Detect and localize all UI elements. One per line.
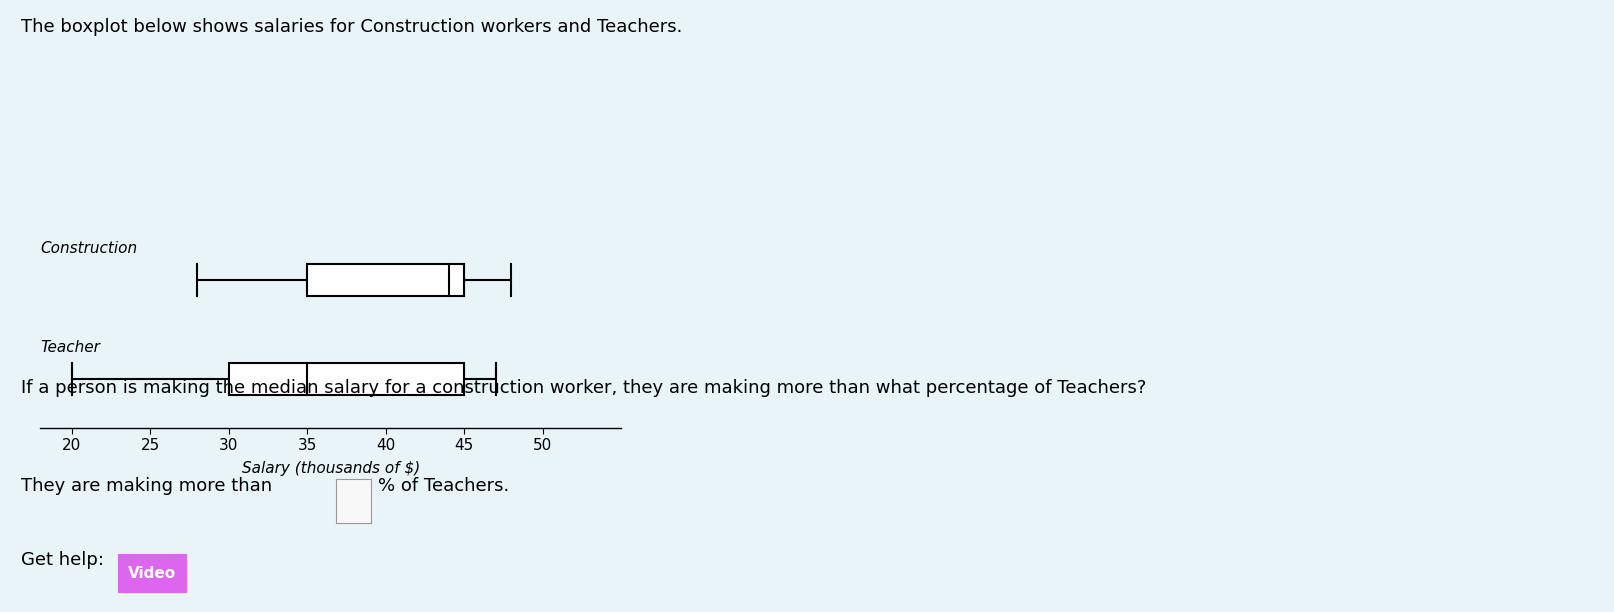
- Text: Get help:: Get help:: [21, 551, 110, 569]
- X-axis label: Salary (thousands of $): Salary (thousands of $): [242, 461, 420, 477]
- Text: % of Teachers.: % of Teachers.: [378, 477, 508, 495]
- Text: The boxplot below shows salaries for Construction workers and Teachers.: The boxplot below shows salaries for Con…: [21, 18, 683, 36]
- Text: They are making more than: They are making more than: [21, 477, 278, 495]
- Text: Teacher: Teacher: [40, 340, 100, 355]
- Bar: [307, 264, 465, 296]
- Text: If a person is making the median salary for a construction worker, they are maki: If a person is making the median salary …: [21, 379, 1146, 397]
- Bar: [229, 363, 465, 395]
- Text: Construction: Construction: [40, 241, 137, 256]
- Text: Video: Video: [128, 566, 176, 581]
